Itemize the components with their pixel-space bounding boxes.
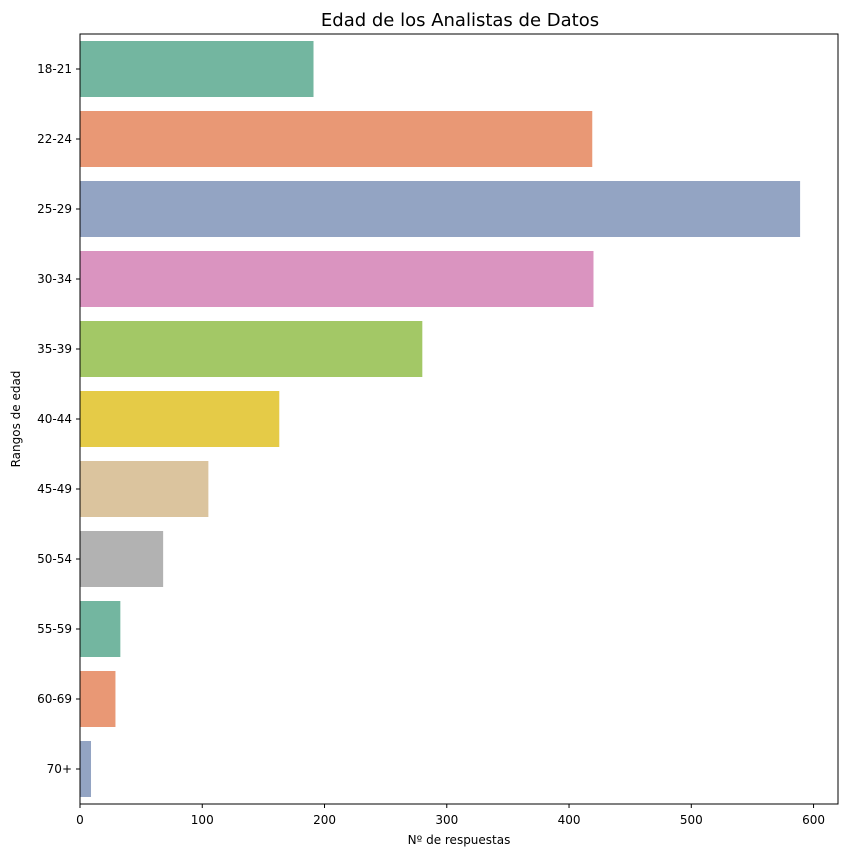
y-tick-label: 40-44 — [37, 412, 72, 426]
y-ticks: 18-21 22-24 25-29 30-34 35-39 40-44 45-49 50-54… — [37, 62, 80, 776]
x-tick-label: 100 — [191, 813, 214, 827]
bar-55-59 — [80, 601, 121, 657]
bar-45-49 — [80, 461, 209, 517]
bar-40-44 — [80, 391, 280, 447]
y-tick-label: 55-59 — [37, 622, 72, 636]
bar-60-69 — [80, 671, 116, 727]
x-tick-label: 0 — [76, 813, 84, 827]
x-axis-label: Nº de respuestas — [408, 833, 511, 847]
y-tick-label: 70+ — [47, 762, 72, 776]
y-tick-label: 18-21 — [37, 62, 72, 76]
y-tick-label: 60-69 — [37, 692, 72, 706]
chart-title: Edad de los Analistas de Datos — [321, 10, 599, 31]
bar-22-24 — [80, 111, 593, 167]
y-tick-label: 22-24 — [37, 132, 72, 146]
bar-25-29 — [80, 181, 801, 237]
x-tick-label: 300 — [435, 813, 458, 827]
y-tick-label: 50-54 — [37, 552, 72, 566]
y-tick-label: 45-49 — [37, 482, 72, 496]
bars-group — [80, 41, 801, 797]
x-tick-label: 200 — [313, 813, 336, 827]
x-ticks: 0 100 200 300 400 500 600 — [76, 804, 825, 827]
bar-35-39 — [80, 321, 423, 377]
bar-70+ — [80, 741, 92, 797]
bar-18-21 — [80, 41, 314, 97]
bar-50-54 — [80, 531, 164, 587]
bar-30-34 — [80, 251, 594, 307]
y-tick-label: 30-34 — [37, 272, 72, 286]
x-tick-label: 500 — [680, 813, 703, 827]
y-tick-label: 35-39 — [37, 342, 72, 356]
plot-frame — [79, 33, 839, 805]
y-tick-label: 25-29 — [37, 202, 72, 216]
x-tick-label: 400 — [558, 813, 581, 827]
x-tick-label: 600 — [802, 813, 825, 827]
y-axis-label: Rangos de edad — [9, 371, 23, 468]
